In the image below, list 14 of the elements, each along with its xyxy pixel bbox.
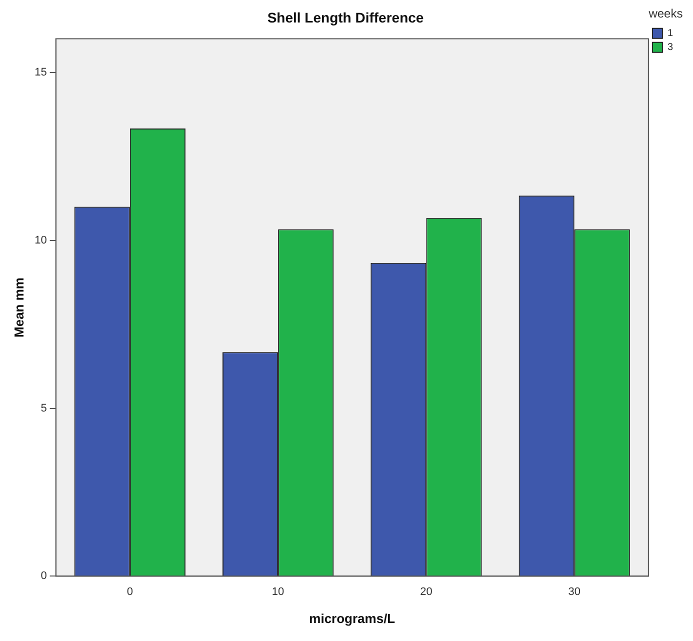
legend-label: 3 xyxy=(667,42,674,54)
legend-title: weeks xyxy=(648,6,683,20)
x-tick-label: 0 xyxy=(126,586,133,598)
y-tick-label: 5 xyxy=(40,402,47,414)
y-tick-label: 15 xyxy=(34,66,47,78)
x-axis-title: micrograms/L xyxy=(309,610,396,626)
y-axis-title: Mean mm xyxy=(11,278,26,338)
chart-title: Shell Length Difference xyxy=(267,9,424,26)
x-tick-label: 30 xyxy=(568,586,580,598)
y-tick-label: 0 xyxy=(40,570,47,582)
y-tick-label: 10 xyxy=(34,234,47,246)
x-tick-label: 20 xyxy=(420,586,432,598)
legend-label: 1 xyxy=(667,28,674,40)
x-tick-label: 10 xyxy=(272,586,284,598)
